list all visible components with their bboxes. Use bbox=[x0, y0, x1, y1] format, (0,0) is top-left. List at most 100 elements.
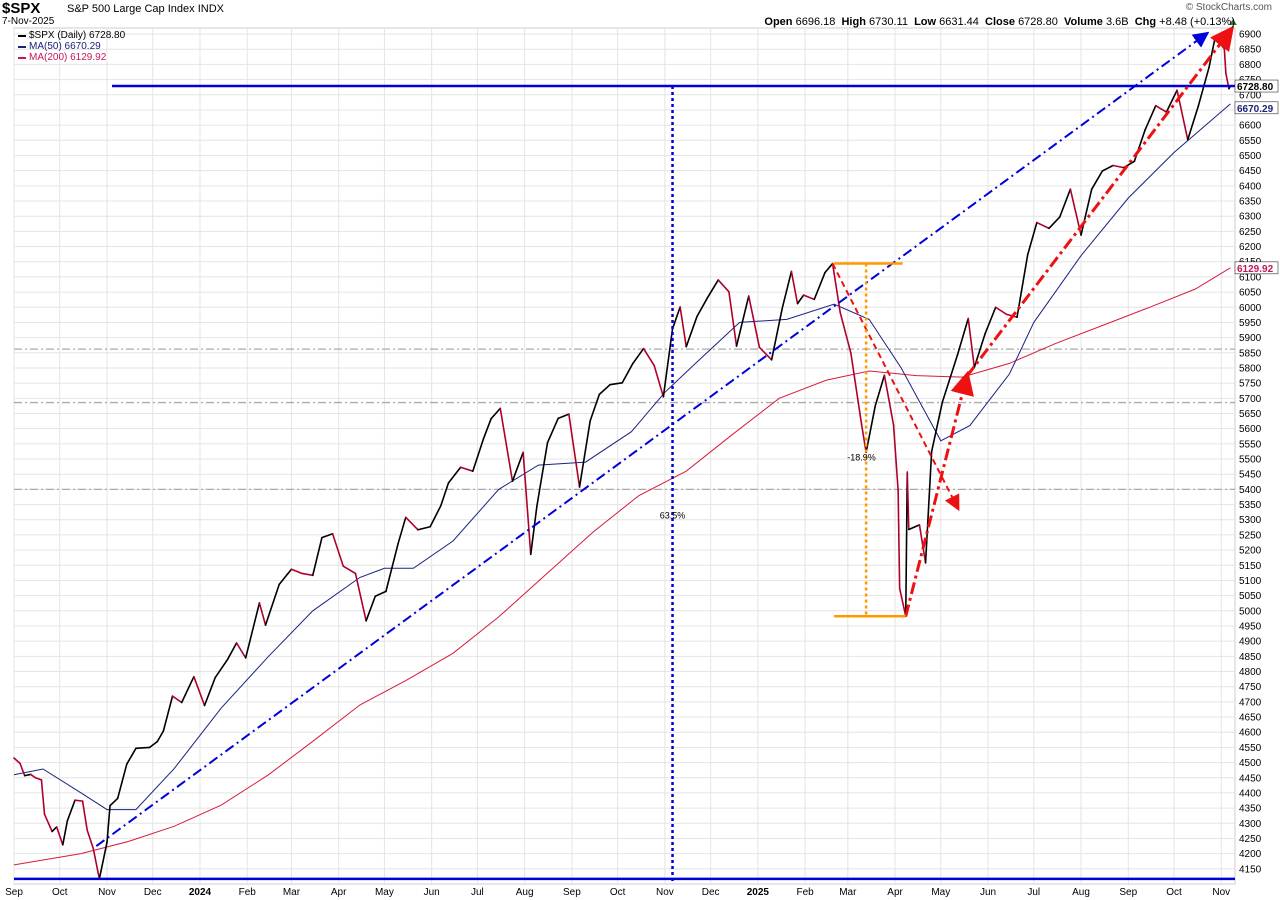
y-tick-label: 4250 bbox=[1239, 834, 1262, 845]
y-tick-label: 4300 bbox=[1239, 819, 1262, 830]
price-segment bbox=[883, 374, 895, 426]
price-segment bbox=[135, 746, 151, 750]
y-tick-label: 5850 bbox=[1239, 348, 1262, 359]
price-segment bbox=[924, 450, 933, 564]
x-tick-label: Jul bbox=[1027, 887, 1040, 898]
brand-logo[interactable]: © StockCharts.com bbox=[1185, 2, 1272, 13]
x-tick-label: May bbox=[375, 887, 394, 898]
ma200-price-tag-box bbox=[1234, 261, 1279, 275]
x-tick-label: Feb bbox=[239, 887, 257, 898]
price-segment bbox=[706, 279, 720, 299]
price-segment bbox=[529, 505, 538, 556]
y-tick-label: 6550 bbox=[1239, 136, 1262, 147]
price-segment bbox=[13, 757, 21, 765]
y-tick-label: 5400 bbox=[1239, 485, 1262, 496]
x-tick-label: Nov bbox=[656, 887, 674, 898]
x-tick-label: Dec bbox=[144, 887, 162, 898]
price-segment bbox=[941, 353, 959, 404]
y-tick-label: 5700 bbox=[1239, 394, 1262, 405]
price-segment bbox=[244, 602, 261, 659]
price-segment bbox=[472, 437, 485, 472]
y-tick-label: 5050 bbox=[1239, 591, 1262, 602]
price-segment bbox=[499, 407, 514, 482]
price-segment bbox=[459, 466, 474, 472]
chg-label: Chg bbox=[1134, 16, 1157, 28]
price-segment bbox=[385, 542, 399, 593]
price-segment bbox=[781, 270, 793, 309]
price-segment bbox=[40, 779, 46, 815]
price-segment bbox=[642, 347, 656, 367]
price-segment bbox=[214, 658, 229, 679]
ma50-line bbox=[13, 103, 1231, 811]
plot-frame bbox=[13, 27, 1236, 885]
low-label: Low bbox=[914, 16, 937, 28]
price-segment bbox=[74, 799, 84, 802]
price-segment bbox=[126, 747, 137, 765]
price-segment bbox=[557, 413, 570, 420]
y-tick-label: 4950 bbox=[1239, 621, 1262, 632]
price-segment bbox=[653, 364, 665, 398]
x-tick-label: Nov bbox=[98, 887, 116, 898]
price-segment bbox=[86, 829, 95, 850]
low-value: 6631.44 bbox=[939, 16, 979, 28]
price-segment bbox=[278, 568, 293, 586]
price-segment bbox=[568, 413, 581, 488]
price-segment bbox=[156, 730, 165, 743]
legend-swatch-ma50 bbox=[18, 45, 26, 48]
price-segment bbox=[609, 382, 624, 386]
legend-label-price: $SPX (Daily) 6728.80 bbox=[29, 30, 126, 41]
y-tick-label: 6050 bbox=[1239, 288, 1262, 299]
exchange-label: INDX bbox=[197, 3, 224, 15]
price-segment bbox=[831, 262, 841, 314]
price-segment bbox=[1048, 216, 1061, 230]
price-segment bbox=[621, 362, 634, 384]
ma200-line bbox=[13, 267, 1231, 866]
price-segment bbox=[728, 290, 738, 347]
close-price-tag-box bbox=[1234, 79, 1279, 93]
price-segment bbox=[897, 489, 901, 590]
y-tick-label: 4900 bbox=[1239, 637, 1262, 648]
price-segment bbox=[796, 294, 805, 305]
price-segment bbox=[717, 279, 730, 293]
y-tick-label: 4800 bbox=[1239, 667, 1262, 678]
rebound-arrow-2 bbox=[965, 25, 1235, 378]
y-tick-label: 4400 bbox=[1239, 788, 1262, 799]
y-tick-label: 6350 bbox=[1239, 197, 1262, 208]
y-tick-label: 6900 bbox=[1239, 30, 1262, 41]
price-segment bbox=[34, 776, 43, 781]
price-segment bbox=[66, 799, 76, 822]
price-segment bbox=[1154, 104, 1168, 113]
price-segment bbox=[865, 405, 877, 454]
legend-swatch-ma200 bbox=[18, 56, 26, 59]
price-segment bbox=[747, 295, 761, 349]
price-segment bbox=[632, 347, 645, 365]
legend-item-ma200: MA(200) 6129.92 bbox=[18, 52, 125, 63]
y-tick-label: 5900 bbox=[1239, 333, 1262, 344]
volume-value: 3.6B bbox=[1105, 16, 1129, 28]
price-segment bbox=[404, 516, 419, 531]
ma200-price-tag: 6129.92 bbox=[1237, 264, 1274, 275]
price-segment bbox=[907, 524, 921, 531]
price-segment bbox=[1223, 48, 1227, 75]
x-tick-label: Mar bbox=[283, 887, 301, 898]
y-tick-label: 5150 bbox=[1239, 561, 1262, 572]
y-tick-label: 5950 bbox=[1239, 318, 1262, 329]
y-tick-label: 6800 bbox=[1239, 60, 1262, 71]
x-tick-label: Oct bbox=[1166, 887, 1182, 898]
price-segment bbox=[19, 762, 26, 777]
y-tick-label: 6450 bbox=[1239, 166, 1262, 177]
x-tick-label: May bbox=[931, 887, 950, 898]
y-tick-label: 5500 bbox=[1239, 455, 1262, 466]
x-tick-label: Jun bbox=[980, 887, 996, 898]
price-segment bbox=[1165, 89, 1178, 113]
price-segment bbox=[55, 826, 64, 846]
price-segment bbox=[92, 847, 101, 880]
price-segment bbox=[106, 804, 111, 844]
price-segment bbox=[839, 311, 852, 354]
ma50-price-tag-box bbox=[1234, 101, 1279, 115]
price-segment bbox=[1026, 221, 1038, 256]
price-segment bbox=[1144, 104, 1157, 131]
price-segment bbox=[758, 346, 773, 361]
price-segment bbox=[522, 451, 532, 556]
